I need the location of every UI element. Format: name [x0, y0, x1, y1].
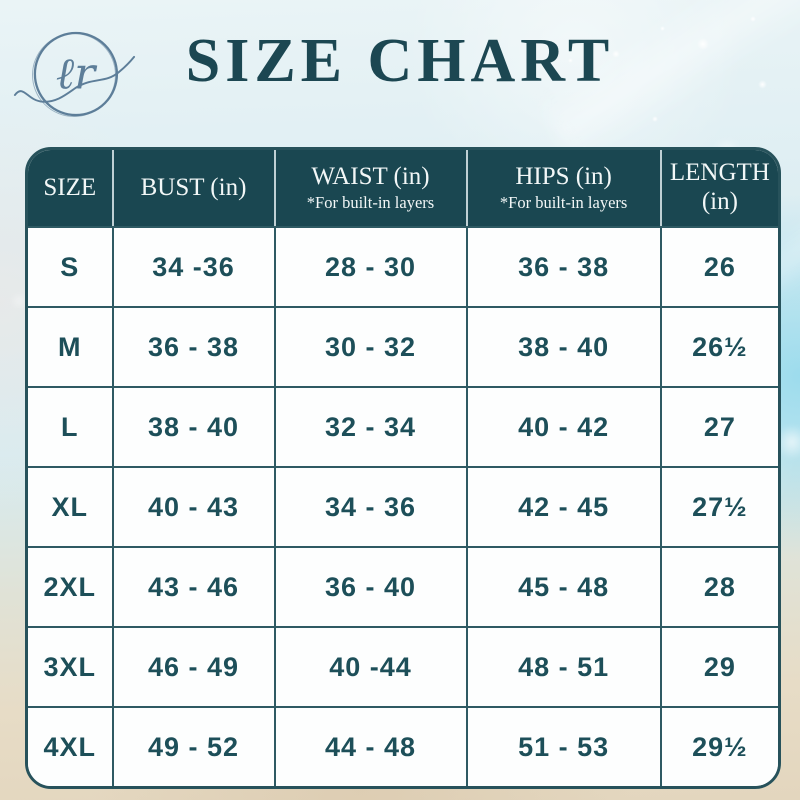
- column-label: BUST (in): [140, 173, 247, 201]
- cell-hips: 42 - 45: [467, 466, 662, 546]
- size-row: 2XL 43 - 46 36 - 40 45 - 48 28: [28, 546, 778, 626]
- size-chart-table: SIZE BUST (in) WAIST (in) *For built-in …: [25, 147, 781, 789]
- cell-size: 4XL: [28, 706, 114, 786]
- cell-length: 29½: [661, 706, 778, 786]
- column-footnote: *For built-in layers: [306, 193, 435, 213]
- cell-size: S: [28, 226, 114, 306]
- page-title: SIZE CHART: [185, 27, 615, 95]
- cell-waist: 28 - 30: [275, 226, 468, 306]
- brand-monogram-icon: ℓr: [13, 31, 136, 117]
- column-header-hips: HIPS (in) *For built-in layers: [467, 150, 662, 226]
- column-footnote: *For built-in layers: [499, 193, 628, 213]
- cell-bust: 34 -36: [113, 226, 276, 306]
- size-row: M 36 - 38 30 - 32 38 - 40 26½: [28, 306, 778, 386]
- column-header-size: SIZE: [28, 150, 114, 226]
- cell-bust: 38 - 40: [113, 386, 276, 466]
- size-table: SIZE BUST (in) WAIST (in) *For built-in …: [28, 150, 778, 786]
- cell-size: XL: [28, 466, 114, 546]
- cell-hips: 45 - 48: [467, 546, 662, 626]
- cell-waist: 32 - 34: [275, 386, 468, 466]
- cell-waist: 30 - 32: [275, 306, 468, 386]
- column-label: LENGTH (in): [669, 159, 770, 215]
- cell-hips: 38 - 40: [467, 306, 662, 386]
- size-table-body: S 34 -36 28 - 30 36 - 38 26 M 36 - 38 30…: [28, 226, 778, 786]
- column-header-waist: WAIST (in) *For built-in layers: [275, 150, 468, 226]
- cell-bust: 36 - 38: [113, 306, 276, 386]
- table-header-row: SIZE BUST (in) WAIST (in) *For built-in …: [28, 150, 778, 226]
- cell-bust: 46 - 49: [113, 626, 276, 706]
- cell-hips: 51 - 53: [467, 706, 662, 786]
- size-row: 3XL 46 - 49 40 -44 48 - 51 29: [28, 626, 778, 706]
- cell-waist: 36 - 40: [275, 546, 468, 626]
- cell-length: 26: [661, 226, 778, 306]
- cell-length: 27: [661, 386, 778, 466]
- column-header-length: LENGTH (in): [661, 150, 778, 226]
- cell-hips: 36 - 38: [467, 226, 662, 306]
- cell-length: 28: [661, 546, 778, 626]
- cell-bust: 40 - 43: [113, 466, 276, 546]
- cell-waist: 44 - 48: [275, 706, 468, 786]
- size-row: 4XL 49 - 52 44 - 48 51 - 53 29½: [28, 706, 778, 786]
- cell-hips: 40 - 42: [467, 386, 662, 466]
- column-label: SIZE: [43, 173, 97, 201]
- cell-size: 2XL: [28, 546, 114, 626]
- column-label: HIPS (in): [515, 162, 612, 190]
- column-header-bust: BUST (in): [113, 150, 276, 226]
- cell-size: 3XL: [28, 626, 114, 706]
- cell-waist: 40 -44: [275, 626, 468, 706]
- brand-logo: ℓr: [12, 20, 136, 130]
- cell-length: 26½: [661, 306, 778, 386]
- size-row: XL 40 - 43 34 - 36 42 - 45 27½: [28, 466, 778, 546]
- svg-text:ℓr: ℓr: [56, 48, 98, 99]
- size-row: L 38 - 40 32 - 34 40 - 42 27: [28, 386, 778, 466]
- cell-bust: 43 - 46: [113, 546, 276, 626]
- cell-size: L: [28, 386, 114, 466]
- cell-hips: 48 - 51: [467, 626, 662, 706]
- cell-length: 27½: [661, 466, 778, 546]
- cell-length: 29: [661, 626, 778, 706]
- size-row: S 34 -36 28 - 30 36 - 38 26: [28, 226, 778, 306]
- cell-bust: 49 - 52: [113, 706, 276, 786]
- cell-size: M: [28, 306, 114, 386]
- cell-waist: 34 - 36: [275, 466, 468, 546]
- column-label: WAIST (in): [311, 162, 430, 190]
